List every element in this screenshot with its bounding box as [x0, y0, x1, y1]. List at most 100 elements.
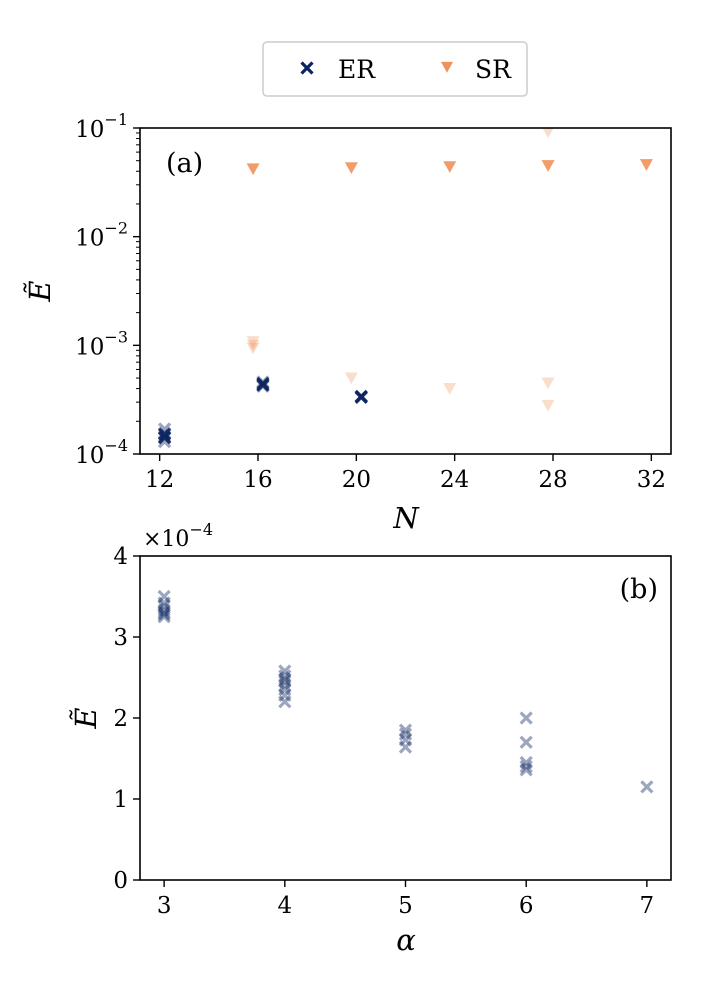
panel-b-er-point-0-16	[398, 727, 413, 741]
panel-a-er-point-1-0	[157, 427, 172, 441]
panel-b-er-point-0-16-stroke-1	[398, 727, 413, 741]
panel-b-ytick-label-4: 4	[113, 544, 128, 570]
panel-b-ytick-label-2: 2	[113, 706, 128, 732]
panel-a-ytick-label-0-exp: −4	[104, 436, 128, 455]
panel-b-tick-labels: 3 4 5 6 7 0 1 2 3 4	[113, 544, 654, 919]
panel-b-er-point-0-20	[519, 735, 533, 749]
panel-b-er-point-0-14-stroke-1	[278, 695, 292, 709]
panel-a-ytick-label-1: 10−3	[75, 327, 128, 360]
panel-b-ytick-label-1: 1	[113, 787, 128, 813]
panel-b-er-point-0-24	[640, 780, 654, 794]
panel-b-offset-prefix: ×10	[143, 527, 189, 552]
panel-b-er-point-0-12-stroke-1	[278, 683, 292, 697]
panel-b-er-point-0-10-stroke-1	[278, 674, 292, 689]
panel-b-er-point-0-4	[157, 606, 171, 620]
panel-a-sr-point-2-4	[443, 383, 457, 395]
panel-b-er-point-0-19-stroke-2	[519, 711, 533, 725]
panel-a-frame	[139, 127, 672, 455]
legend-sr-triangle	[441, 61, 453, 73]
panel-a-xtick-label-3: 24	[440, 467, 469, 493]
panel-a-ticks	[133, 127, 653, 461]
panel-b-er-point-0-15-stroke-2	[398, 723, 413, 737]
panel-b-er-point-0-9-stroke-1	[278, 672, 292, 686]
panel-b-er-point-0-0-stroke-1	[157, 589, 171, 604]
panel-a-xtick-label-2: 20	[342, 467, 371, 493]
panel-a-sr-point-3-1	[344, 162, 358, 175]
panel-b-er-point-0-21	[519, 755, 533, 770]
panel-a-er-point-1-0-stroke-2	[157, 427, 172, 441]
panel-b-er-point-0-9-stroke-2	[278, 672, 292, 686]
panel-b-er-point-0-11	[278, 678, 292, 693]
panel-a-sr-point-3-3	[541, 160, 555, 172]
panel-b-er-point-0-23-stroke-1	[519, 763, 533, 777]
panel-b-er-point-0-22	[519, 759, 533, 774]
panel-a-sr-point-2-1	[246, 339, 260, 352]
panel-b-xtick-label-3: 6	[519, 893, 534, 919]
panel-b-er-point-0-24-stroke-1	[640, 780, 654, 794]
panel-b-er-point-0-9	[278, 672, 292, 686]
panel-b-points	[157, 589, 654, 794]
panel-a-sr-point-3-4	[639, 159, 653, 171]
panel-a-sr-point-2-0	[246, 336, 260, 348]
panel-a-xtick-label-0: 12	[145, 467, 174, 493]
panel-b-er-point-0-21-stroke-2	[519, 755, 533, 770]
panel-b-er-point-0-6	[157, 610, 171, 624]
panel-a-sr-point-2-5	[541, 377, 555, 390]
panel-a-xlabel: N	[392, 501, 420, 535]
panel-b-xtick-label-1: 4	[277, 893, 292, 919]
panel-b-er-point-0-1-stroke-1	[157, 596, 171, 610]
panel-a-ytick-label-0: 10−4	[75, 436, 128, 469]
panel-b-ytick-label-3: 3	[113, 625, 128, 651]
panel-b-er-point-0-14	[278, 695, 292, 709]
panel-b-er-point-0-16-stroke-2	[398, 727, 413, 741]
panel-b-er-point-0-8-stroke-1	[278, 669, 292, 683]
panel-b-er-point-0-19-stroke-1	[519, 711, 533, 725]
panel-b-er-point-0-10-stroke-2	[278, 674, 292, 689]
panel-b-xtick-label-0: 3	[157, 893, 172, 919]
panel-b-ytick-label-0: 0	[113, 868, 128, 894]
legend-er-marker	[300, 61, 314, 75]
panel-b-er-point-0-15-stroke-1	[398, 723, 413, 737]
panel-a-ytick-label-3-base: 10	[75, 117, 104, 143]
panel-b-er-point-0-2	[157, 599, 171, 613]
panel-b-er-point-0-24-stroke-2	[640, 780, 654, 794]
panel-b-er-point-0-2-stroke-1	[157, 599, 171, 613]
panel-b-xtick-label-4: 7	[640, 893, 655, 919]
panel-b-er-point-0-12-stroke-2	[278, 683, 292, 697]
panel-b-er-point-0-18	[398, 740, 413, 754]
panel-a-er-point-1-1-stroke-2	[157, 430, 172, 445]
panel-b-er-point-0-5	[157, 607, 171, 621]
panel-b-er-point-0-18-stroke-2	[398, 740, 413, 754]
panel-b-offset-label: ×10−4	[143, 520, 213, 552]
panel-b-er-point-0-3-stroke-1	[157, 603, 171, 617]
panel-b-er-point-0-21-stroke-1	[519, 755, 533, 770]
legend-sr-label: SR	[475, 55, 512, 84]
panel-a-points	[157, 128, 653, 449]
panel-b-er-point-0-17-stroke-1	[398, 733, 413, 747]
panel-b-er-point-0-6-stroke-1	[157, 610, 171, 624]
panel-a-ytick-label-0-base: 10	[75, 443, 104, 469]
panel-a-sr-point-2-6	[541, 399, 555, 412]
panel-a-ytick-label-2: 10−2	[75, 219, 128, 252]
legend-er-x-stroke-2	[300, 61, 314, 75]
panel-b-tag: (b)	[620, 574, 658, 605]
panel-b-er-point-0-11-stroke-1	[278, 678, 292, 693]
panel-b-er-point-0-8	[278, 669, 292, 683]
panel-b-er-point-0-15	[398, 723, 413, 737]
panel-b-er-point-0-13	[278, 688, 292, 702]
panel-b-er-point-0-23-stroke-2	[519, 763, 533, 777]
panel-b-er-point-0-13-stroke-2	[278, 688, 292, 702]
panel-a-er-point-1-5	[354, 390, 368, 405]
panel-b-er-point-0-3-stroke-2	[157, 603, 171, 617]
panel-a-er-point-1-5-stroke-2	[354, 390, 368, 405]
panel-a-ylabel: Ẽ	[22, 280, 57, 302]
panel-b-er-point-0-19	[519, 711, 533, 725]
panel-b-ticks	[133, 555, 648, 887]
panel-b-er-point-0-6-stroke-2	[157, 610, 171, 624]
panel-a-sr-point-2-2	[246, 342, 260, 355]
panel-b-er-point-0-7-stroke-1	[278, 664, 292, 678]
panel-b-er-point-0-5-stroke-2	[157, 607, 171, 621]
panel-a-sr-point-2-7	[542, 128, 554, 139]
panel-b-er-point-0-0-stroke-2	[157, 589, 171, 604]
legend-er-x	[300, 61, 314, 75]
